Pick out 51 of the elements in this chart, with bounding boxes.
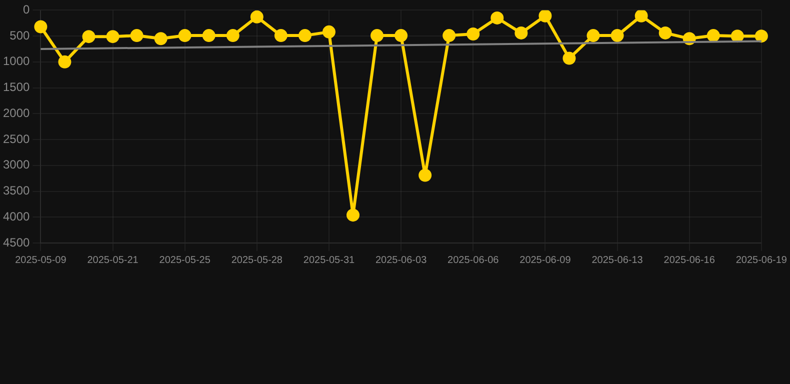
- point: [250, 10, 264, 24]
- y-tick-label: 4000: [2, 209, 30, 224]
- x-tick-label: 2025-06-16: [664, 254, 716, 266]
- point: [154, 32, 168, 46]
- y-tick-label: 1500: [2, 80, 30, 94]
- point: [394, 29, 408, 42]
- y-tick-label: 2000: [2, 106, 30, 120]
- point: [586, 29, 600, 42]
- point: [706, 29, 720, 42]
- point: [226, 29, 240, 42]
- point: [730, 30, 744, 43]
- point: [442, 29, 456, 42]
- x-tick-label: 2025-05-31: [303, 254, 355, 266]
- point: [634, 10, 648, 22]
- point: [418, 168, 432, 182]
- point: [202, 29, 216, 42]
- point: [538, 10, 552, 22]
- x-tick-label: 2025-06-03: [375, 254, 428, 266]
- point: [82, 30, 96, 44]
- point: [610, 29, 624, 42]
- y-tick-label: 3500: [2, 184, 30, 198]
- y-tick-label: 1000: [2, 54, 30, 68]
- x-tick-label: 2025-06-06: [448, 254, 500, 266]
- y-tick-label: 4500: [2, 235, 30, 250]
- point: [370, 29, 384, 42]
- point: [298, 29, 312, 42]
- y-tick-label: 2500: [2, 132, 30, 146]
- point: [346, 208, 360, 222]
- point: [106, 30, 120, 44]
- y-tick-label: 0: [23, 2, 30, 17]
- x-tick-label: 2025-05-21: [87, 254, 139, 266]
- point: [658, 26, 672, 40]
- x-tick-label: 2025-06-13: [592, 254, 644, 266]
- point: [178, 29, 192, 42]
- x-tick-label: 2025-06-19: [736, 254, 788, 266]
- point: [322, 25, 336, 38]
- point: [490, 11, 504, 24]
- point: [274, 29, 288, 42]
- point: [34, 20, 48, 34]
- point: [514, 26, 528, 40]
- x-tick-label: 2025-05-25: [159, 254, 211, 266]
- x-tick-label: 2025-06-09: [520, 254, 572, 266]
- y-tick-label: 3000: [2, 158, 30, 172]
- x-tick-label: 2025-05-28: [231, 254, 283, 266]
- point: [58, 55, 72, 68]
- point: [754, 30, 768, 43]
- point: [466, 28, 480, 40]
- x-tick-label: 2025-05-09: [15, 254, 67, 266]
- point: [562, 52, 576, 65]
- point: [130, 29, 144, 42]
- y-tick-label: 500: [10, 28, 30, 42]
